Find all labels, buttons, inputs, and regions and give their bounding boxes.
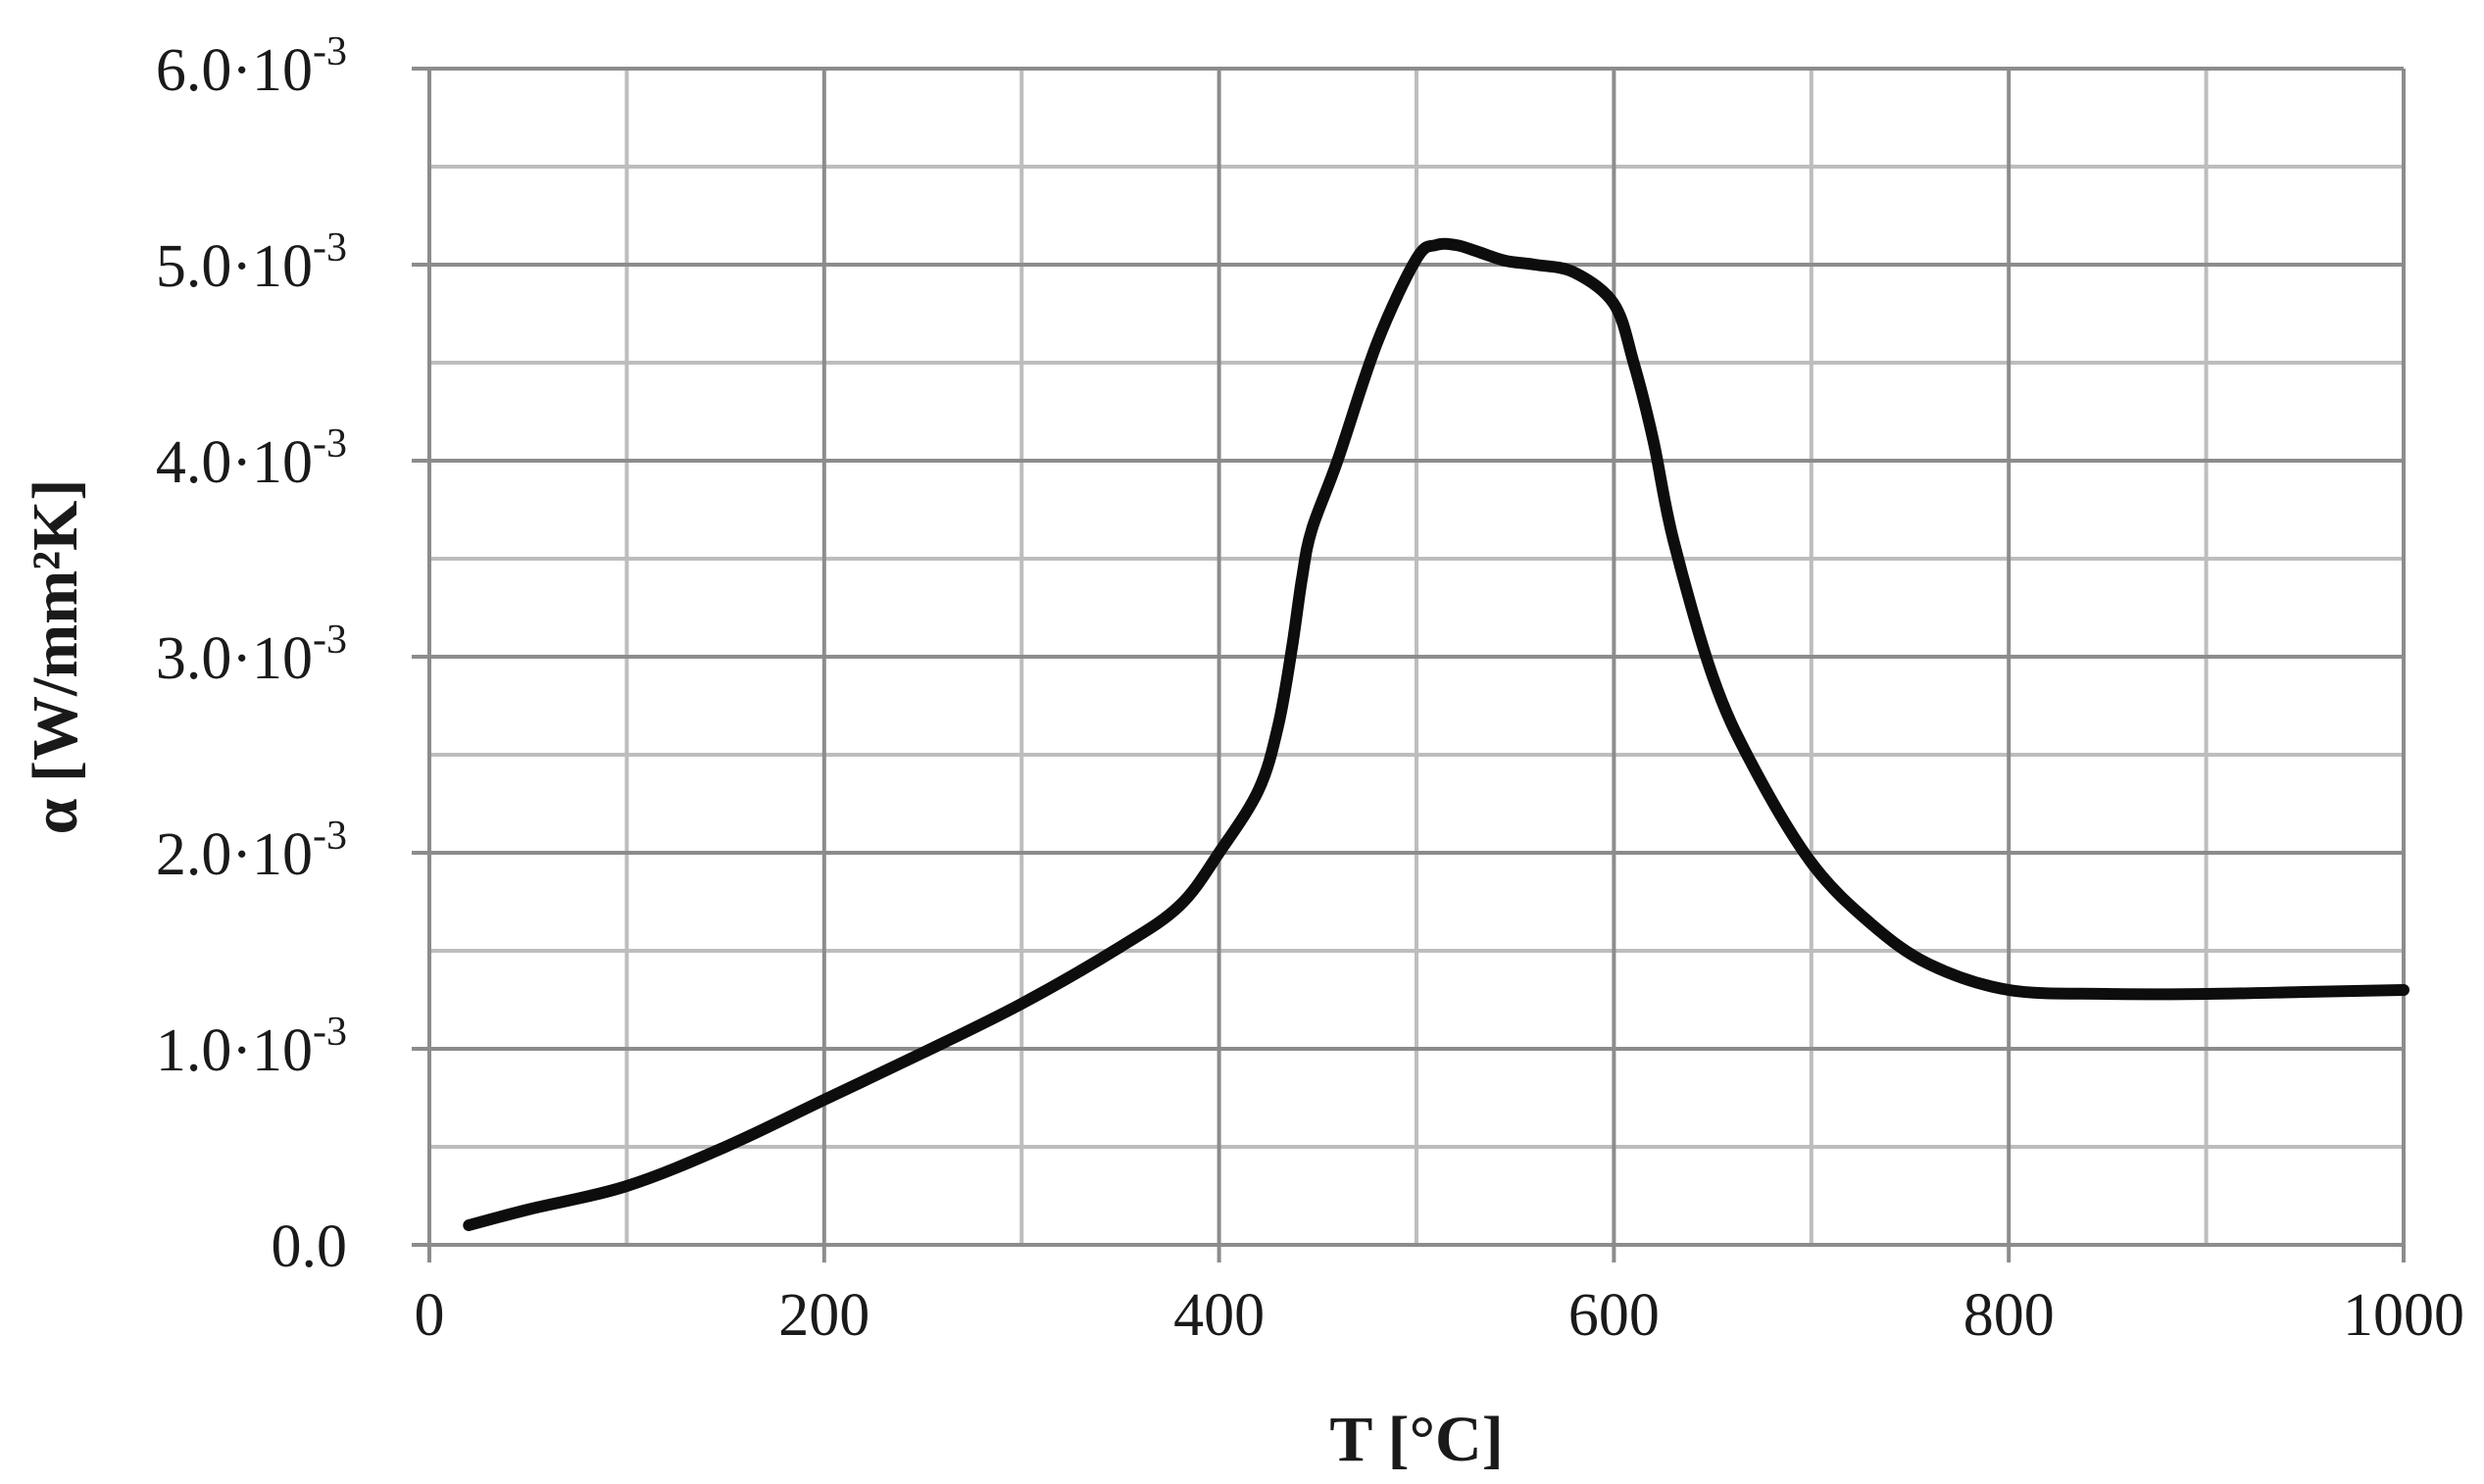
y-tick-exponent: -3 (313, 421, 347, 467)
series-line (463, 237, 2409, 1231)
y-axis-title: α [W/mm²K] (20, 479, 91, 835)
y-tick-label: 3.0·10-3 (156, 618, 347, 692)
x-tick-label: 0 (415, 1282, 445, 1349)
x-tick-label: 1000 (2343, 1282, 2464, 1349)
series-layer (463, 237, 2409, 1231)
y-tick-label: 6.0·10-3 (156, 29, 347, 104)
y-tick-exponent: -3 (313, 618, 347, 663)
x-tick-label: 800 (1963, 1282, 2055, 1349)
y-tick-mantissa: 4.0·10 (156, 429, 313, 496)
y-tick-label: 4.0·10-3 (156, 421, 347, 496)
tick-labels: 0 200 400 600 800 10000.01.0·10-32.0·10-33.0·… (156, 29, 2464, 1349)
y-tick-mantissa: 5.0·10 (156, 233, 313, 300)
y-tick-label: 5.0·10-3 (156, 225, 347, 300)
x-tick-label: 200 (778, 1282, 869, 1349)
major-gridlines (412, 67, 2406, 1262)
y-tick-label: 1.0·10-3 (156, 1010, 347, 1084)
y-tick-exponent: -3 (313, 225, 347, 271)
y-tick-mantissa: 3.0·10 (156, 625, 313, 692)
x-tick-label: 600 (1568, 1282, 1660, 1349)
y-tick-mantissa: 6.0·10 (156, 37, 313, 104)
x-tick-label: 400 (1173, 1282, 1265, 1349)
x-axis-title: T [°C] (1329, 1404, 1503, 1475)
y-tick-mantissa: 1.0·10 (156, 1017, 313, 1084)
y-tick-exponent: -3 (313, 814, 347, 859)
y-tick-label: 0.0 (272, 1213, 348, 1280)
y-tick-exponent: -3 (313, 1010, 347, 1055)
axes (412, 69, 2404, 1262)
y-tick-mantissa: 2.0·10 (156, 821, 313, 888)
y-tick-mantissa: 0.0 (272, 1213, 348, 1280)
y-tick-label: 2.0·10-3 (156, 814, 347, 888)
y-tick-exponent: -3 (313, 29, 347, 74)
